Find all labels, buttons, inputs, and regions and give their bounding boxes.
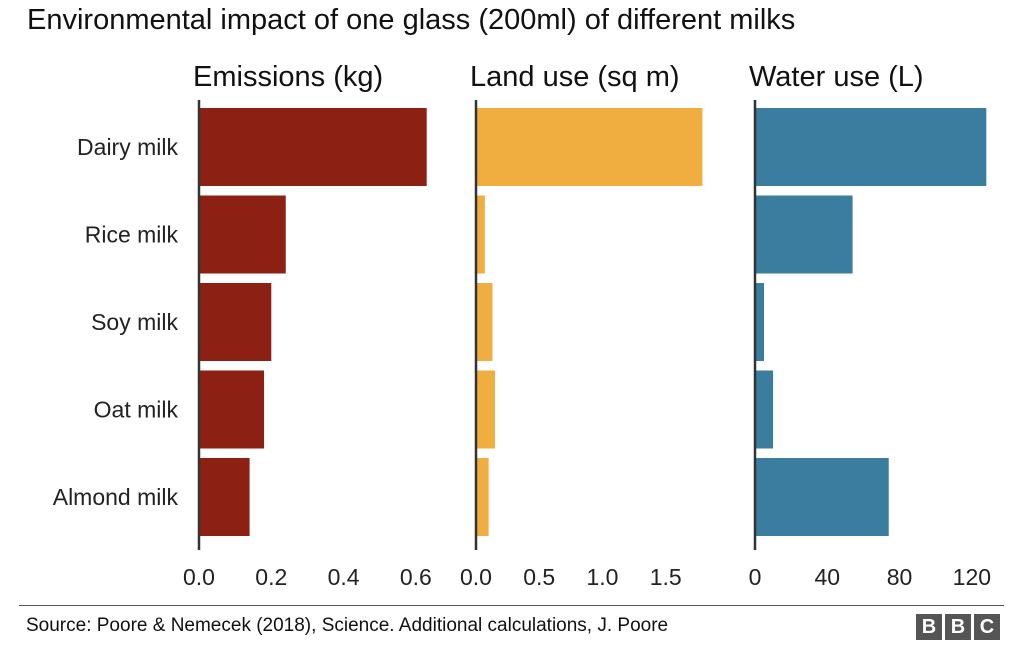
- bbc-logo-letter: C: [974, 614, 1000, 640]
- tick-label: 0.0: [183, 564, 215, 590]
- tick-label: 0.0: [460, 564, 492, 590]
- chart-title: Environmental impact of one glass (200ml…: [27, 4, 796, 36]
- tick-label: 1.0: [587, 564, 619, 590]
- bar: [755, 283, 765, 361]
- bar: [755, 370, 774, 449]
- panel-title: Emissions (kg): [193, 61, 383, 93]
- tick-label: 120: [953, 564, 991, 590]
- tick-label: 40: [814, 564, 840, 590]
- bar: [199, 283, 272, 361]
- tick-label: 0.2: [255, 564, 287, 590]
- footer-divider: [19, 605, 1004, 606]
- category-label: Oat milk: [94, 397, 179, 423]
- bar: [755, 195, 853, 274]
- bar: [476, 283, 493, 361]
- tick-label: 0.5: [523, 564, 555, 590]
- panel-title: Water use (L): [749, 61, 924, 93]
- bar-chart: Dairy milk Rice milk Soy milk Oat milk Almon…: [53, 61, 991, 590]
- bbc-logo-letter: B: [916, 614, 942, 640]
- bar: [476, 108, 703, 186]
- bar: [199, 458, 250, 536]
- tick-label: 0: [749, 564, 762, 590]
- bar: [755, 108, 987, 186]
- tick-label: 1.5: [650, 564, 682, 590]
- tick-label: 80: [887, 564, 913, 590]
- tick-label: 0.4: [328, 564, 360, 590]
- tick-label: 0.6: [400, 564, 432, 590]
- bar: [476, 370, 495, 449]
- bar: [755, 458, 889, 536]
- bar: [199, 108, 427, 186]
- category-label: Almond milk: [53, 484, 179, 510]
- bbc-logo-letter: B: [945, 614, 971, 640]
- source-note: Source: Poore & Nemecek (2018), Science.…: [26, 615, 669, 636]
- category-label: Dairy milk: [77, 134, 178, 160]
- bbc-logo: B B C: [916, 614, 1000, 640]
- bar: [199, 195, 286, 274]
- bar: [476, 458, 489, 536]
- bar: [199, 370, 265, 449]
- category-label: Rice milk: [85, 222, 179, 248]
- category-label: Soy milk: [91, 309, 178, 335]
- panel-title: Land use (sq m): [470, 61, 680, 93]
- bar: [476, 195, 485, 274]
